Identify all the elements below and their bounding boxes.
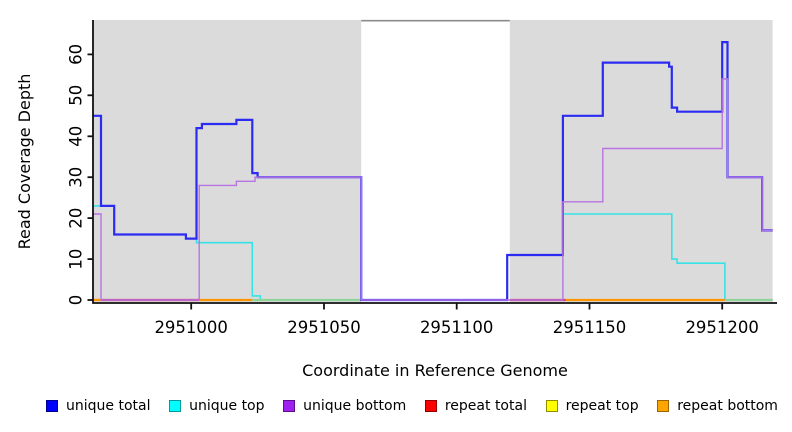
y-tick-label: 30 — [67, 167, 86, 188]
x-tick-label: 2951150 — [553, 318, 627, 337]
coverage-plot: 2951000 2951050 2951100 2951150 2951200 0 10 20… — [15, 19, 777, 380]
x-axis-title: Coordinate in Reference Genome — [302, 361, 568, 380]
legend-label: unique bottom — [303, 398, 407, 414]
legend-label: unique top — [189, 398, 265, 414]
legend-label: repeat total — [444, 398, 527, 414]
series-unique-bottom — [93, 78, 773, 301]
axis-lines — [92, 20, 777, 304]
legend-item-repeat-top: repeat top — [545, 398, 639, 414]
legend-swatch-repeat-bottom — [657, 400, 670, 412]
legend-swatch-repeat-total — [424, 400, 437, 412]
y-tick-label: 60 — [67, 44, 86, 65]
legend-label: repeat top — [565, 398, 639, 414]
legend-item-unique-top: unique top — [169, 398, 265, 414]
y-tick-label: 10 — [67, 249, 86, 270]
legend-label: unique total — [66, 398, 151, 414]
repeat-region-left — [93, 20, 362, 302]
x-tick-label: 2951000 — [154, 318, 228, 337]
legend-label: repeat bottom — [677, 398, 778, 414]
legend-swatch-unique-bottom — [283, 400, 296, 412]
legend-item-repeat-bottom: repeat bottom — [657, 399, 778, 413]
y-tick-label: 50 — [67, 85, 86, 106]
y-tick-label: 0 — [67, 295, 86, 306]
legend-item-repeat-total: repeat total — [424, 398, 527, 414]
legend-swatch-unique-total — [46, 400, 58, 412]
legend: unique total unique top unique bottom repea… — [46, 393, 778, 419]
x-tick-label: 2951200 — [685, 318, 759, 337]
y-tick-label: 20 — [67, 208, 86, 229]
x-tick-label: 2951050 — [287, 318, 361, 337]
legend-swatch-unique-top — [169, 400, 182, 412]
y-tick-label: 40 — [67, 126, 86, 147]
legend-swatch-repeat-top — [545, 400, 558, 412]
y-axis-title: Read Coverage Depth — [15, 74, 34, 250]
legend-item-unique-total: unique total — [46, 399, 150, 413]
legend-item-unique-bottom: unique bottom — [283, 399, 406, 413]
x-tick-label: 2951100 — [420, 318, 494, 337]
